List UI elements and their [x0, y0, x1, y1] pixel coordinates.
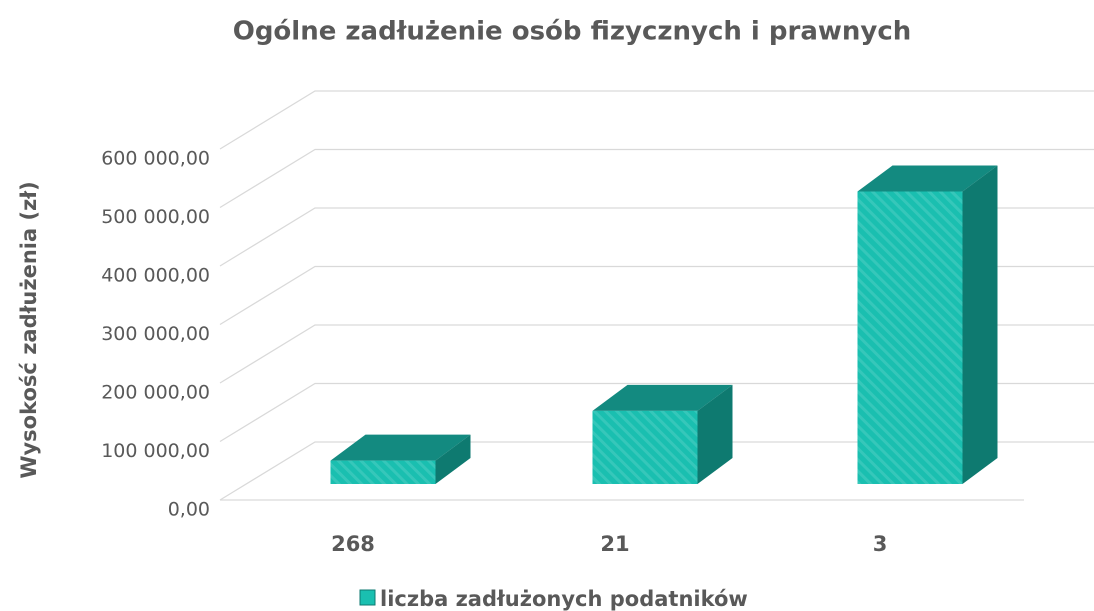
- bar-side: [962, 165, 998, 484]
- y-tick-label: 600 000,00: [101, 148, 210, 170]
- legend-label: liczba zadłużonych podatników: [380, 587, 748, 611]
- grid-line: [219, 90, 1094, 150]
- legend-swatch: [359, 589, 376, 606]
- x-tick-label: 268: [331, 532, 375, 556]
- grid-line: [219, 207, 1094, 267]
- y-tick-label: 200 000,00: [101, 382, 210, 404]
- grid-line: [219, 148, 1094, 209]
- bar-top: [330, 434, 471, 461]
- y-axis-title: Wysokość zadłużenia (zł): [17, 181, 41, 478]
- y-tick-label: 100 000,00: [101, 440, 210, 462]
- x-tick-label: 3: [873, 532, 888, 556]
- bar: [857, 165, 998, 484]
- y-tick-label: 500 000,00: [101, 206, 210, 228]
- bar-top: [592, 384, 733, 411]
- y-tick-label: 400 000,00: [101, 265, 210, 287]
- bar-stripes: [592, 410, 698, 484]
- bar-side: [435, 434, 471, 484]
- grid-line: [219, 441, 1094, 501]
- bar-top: [857, 165, 998, 192]
- chart-title: Ogólne zadłużenie osób fizycznych i praw…: [233, 17, 912, 47]
- bar-stripes: [330, 460, 436, 484]
- grid-line: [219, 265, 1094, 326]
- bar: [592, 384, 733, 484]
- grid-line: [219, 324, 1094, 384]
- bar-stripes: [857, 191, 963, 484]
- legend: liczba zadłużonych podatników: [359, 587, 748, 611]
- bar: [330, 434, 471, 484]
- bar-side: [697, 384, 733, 484]
- y-tick-label: 300 000,00: [101, 323, 210, 345]
- grid-line: [219, 382, 1094, 443]
- y-tick-label: 0,00: [168, 499, 210, 521]
- x-tick-label: 21: [600, 532, 629, 556]
